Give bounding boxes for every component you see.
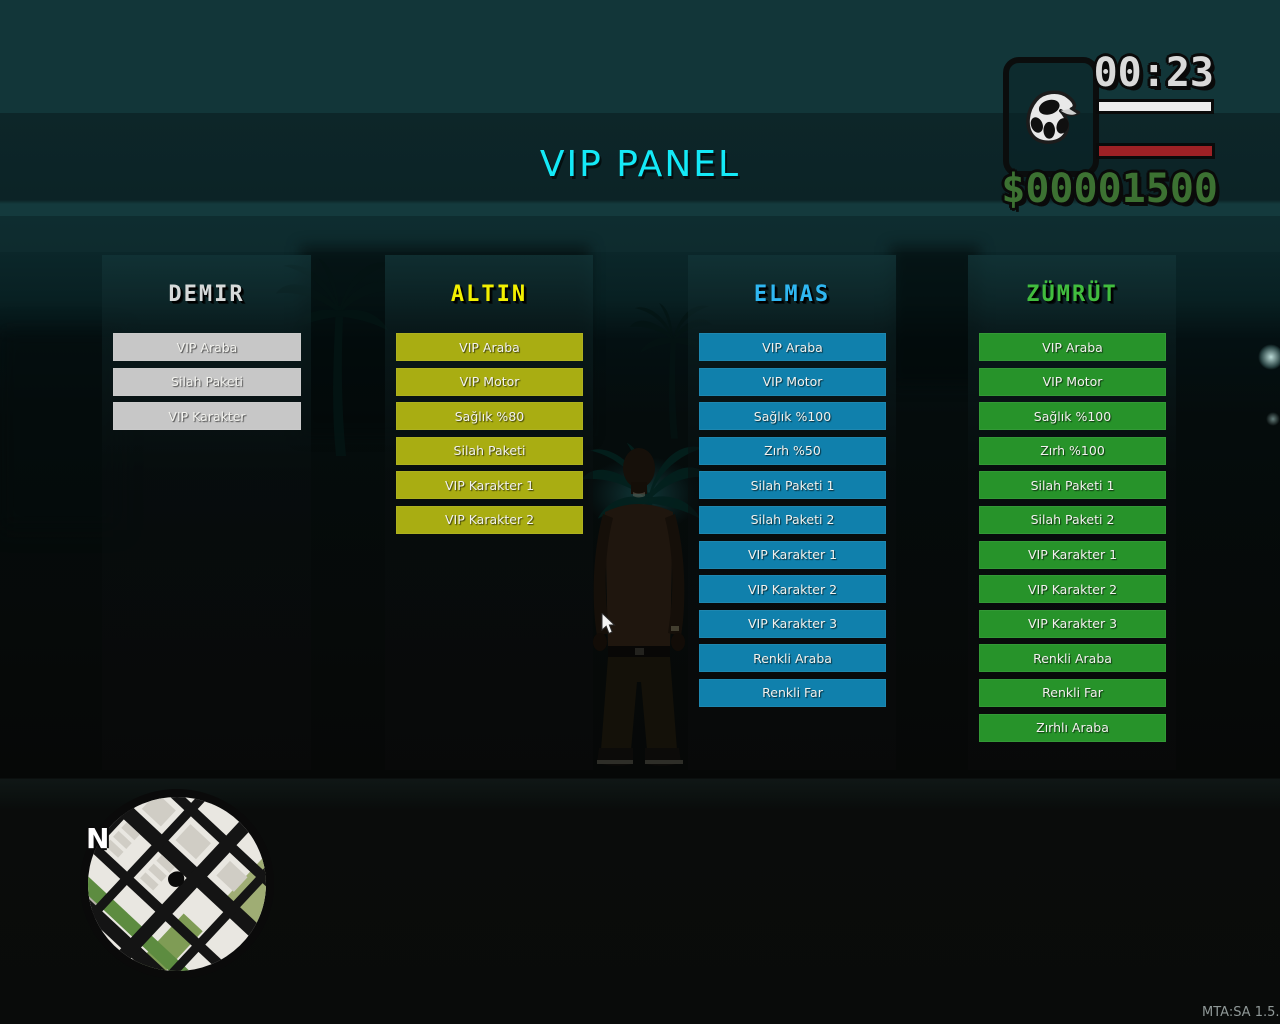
player-character — [593, 448, 685, 766]
vip-tier-panel-altin: ALTIN VIP Araba VIP Motor Sağlık %80 Silah … — [385, 255, 593, 770]
tier-altin-button-list: VIP Araba VIP Motor Sağlık %80 Silah Paketi… — [396, 333, 583, 541]
tier-zumrut-button-vip-karakter-1[interactable]: VIP Karakter 1 — [979, 540, 1166, 569]
light-flare — [1258, 344, 1280, 370]
vip-tier-panel-zumrut: ZÜMRÜT VIP Araba VIP Motor Sağlık %100 Zırh… — [968, 255, 1176, 770]
hud-health-fill — [1099, 146, 1212, 156]
tier-elmas-button-zırh-50[interactable]: Zırh %50 — [699, 436, 886, 465]
tier-demir-button-vip-araba[interactable]: VIP Araba — [113, 333, 301, 361]
tier-elmas-button-sağlık-100[interactable]: Sağlık %100 — [699, 402, 886, 431]
tier-elmas-button-vip-karakter-2[interactable]: VIP Karakter 2 — [699, 575, 886, 604]
tier-elmas-button-silah-paketi-2[interactable]: Silah Paketi 2 — [699, 505, 886, 534]
tier-altin-button-vip-araba[interactable]: VIP Araba — [396, 333, 583, 361]
tier-zumrut-button-renkli-far[interactable]: Renkli Far — [979, 678, 1166, 707]
tier-demir-button-vip-karakter[interactable]: VIP Karakter — [113, 402, 301, 431]
tier-zumrut-button-zırh-100[interactable]: Zırh %100 — [979, 436, 1166, 465]
tier-altin-button-vip-karakter-1[interactable]: VIP Karakter 1 — [396, 471, 583, 500]
tier-title-zumrut: ZÜMRÜT — [1026, 282, 1118, 307]
tier-elmas-button-silah-paketi-1[interactable]: Silah Paketi 1 — [699, 471, 886, 500]
tier-title-altin: ALTIN — [450, 282, 528, 307]
mouse-cursor-icon — [601, 613, 616, 635]
tier-altin-button-vip-motor[interactable]: VIP Motor — [396, 367, 583, 396]
tier-zumrut-button-silah-paketi-2[interactable]: Silah Paketi 2 — [979, 505, 1166, 534]
tier-zumrut-button-silah-paketi-1[interactable]: Silah Paketi 1 — [979, 471, 1166, 500]
minimap-radar — [80, 789, 274, 979]
tier-zumrut-button-vip-motor[interactable]: VIP Motor — [979, 367, 1166, 396]
tier-demir-button-silah-paketi[interactable]: Silah Paketi — [113, 367, 301, 396]
vip-tier-panel-elmas: ELMAS VIP Araba VIP Motor Sağlık %100 Zırh … — [688, 255, 896, 770]
tier-altin-button-sağlık-80[interactable]: Sağlık %80 — [396, 402, 583, 431]
tier-title-elmas: ELMAS — [753, 282, 831, 307]
hud-armor-fill — [1099, 102, 1211, 111]
tier-zumrut-button-zırhlı-araba[interactable]: Zırhlı Araba — [979, 713, 1166, 742]
tier-altin-button-silah-paketi[interactable]: Silah Paketi — [396, 436, 583, 465]
minimap-north-label: N — [86, 822, 110, 855]
background-trees-silhouette — [0, 330, 120, 530]
tier-zumrut-button-vip-karakter-2[interactable]: VIP Karakter 2 — [979, 575, 1166, 604]
tier-zumrut-button-vip-karakter-3[interactable]: VIP Karakter 3 — [979, 609, 1166, 638]
hud-armor-bar — [1096, 99, 1214, 114]
tier-zumrut-button-vip-araba[interactable]: VIP Araba — [979, 333, 1166, 361]
tier-zumrut-button-sağlık-100[interactable]: Sağlık %100 — [979, 402, 1166, 431]
tier-elmas-button-renkli-far[interactable]: Renkli Far — [699, 678, 886, 707]
tier-elmas-button-renkli-araba[interactable]: Renkli Araba — [699, 644, 886, 673]
tier-zumrut-button-list: VIP Araba VIP Motor Sağlık %100 Zırh %100 Si… — [979, 333, 1166, 748]
light-flare — [1266, 412, 1280, 426]
tier-elmas-button-vip-araba[interactable]: VIP Araba — [699, 333, 886, 361]
hud-weapon-box — [1003, 57, 1099, 177]
tier-title-demir: DEMIR — [168, 282, 245, 307]
hud-health-bar — [1096, 143, 1215, 159]
tier-demir-button-list: VIP Araba Silah Paketi VIP Karakter — [113, 333, 301, 437]
page-title: VIP PANEL — [539, 144, 741, 185]
hud-money: $00001500 — [1001, 166, 1218, 212]
vip-tier-panel-demir: DEMIR VIP Araba Silah Paketi VIP Karakter — [102, 255, 311, 770]
tier-elmas-button-vip-motor[interactable]: VIP Motor — [699, 367, 886, 396]
tier-altin-button-vip-karakter-2[interactable]: VIP Karakter 2 — [396, 505, 583, 534]
version-label: MTA:SA 1.5.8 — [1202, 1005, 1280, 1020]
tier-zumrut-button-renkli-araba[interactable]: Renkli Araba — [979, 644, 1166, 673]
tier-elmas-button-list: VIP Araba VIP Motor Sağlık %100 Zırh %50 Sil… — [699, 333, 886, 714]
hud-clock: 00:23 — [1093, 50, 1214, 96]
brass-knuckles-icon — [1026, 90, 1081, 145]
tier-elmas-button-vip-karakter-3[interactable]: VIP Karakter 3 — [699, 609, 886, 638]
background-trees-silhouette — [890, 246, 980, 386]
tier-elmas-button-vip-karakter-1[interactable]: VIP Karakter 1 — [699, 540, 886, 569]
